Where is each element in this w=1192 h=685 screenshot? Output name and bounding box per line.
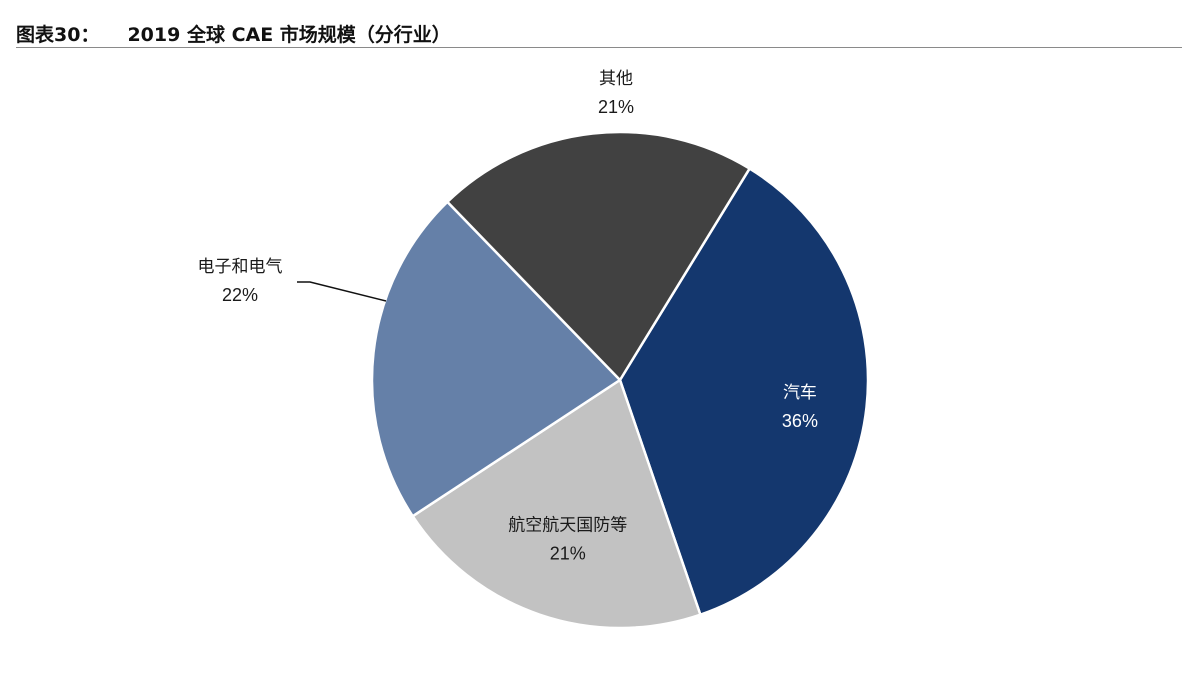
pie-slice-3 — [370, 200, 622, 518]
title-divider — [16, 47, 1182, 48]
chart-title: 2019 全球 CAE 市场规模（分行业） — [127, 24, 451, 46]
figure-title: 图表30： 2019 全球 CAE 市场规模（分行业） — [16, 20, 451, 47]
slice-value-label: 36% — [782, 411, 818, 431]
figure-number: 图表30： — [16, 24, 100, 46]
slice-category-label: 汽车 — [783, 383, 817, 403]
slice-category-label: 航空航天国防等 — [508, 516, 627, 536]
slice-category-label: 其他 — [599, 69, 633, 89]
pie-slice-2 — [411, 378, 702, 630]
slice-value-label: 22% — [222, 285, 258, 305]
leader-line — [297, 281, 387, 302]
slice-category-label: 电子和电气 — [198, 257, 283, 277]
pie-slice-4 — [446, 130, 751, 382]
slice-value-label: 21% — [550, 544, 586, 564]
slice-value-label: 21% — [598, 97, 634, 117]
